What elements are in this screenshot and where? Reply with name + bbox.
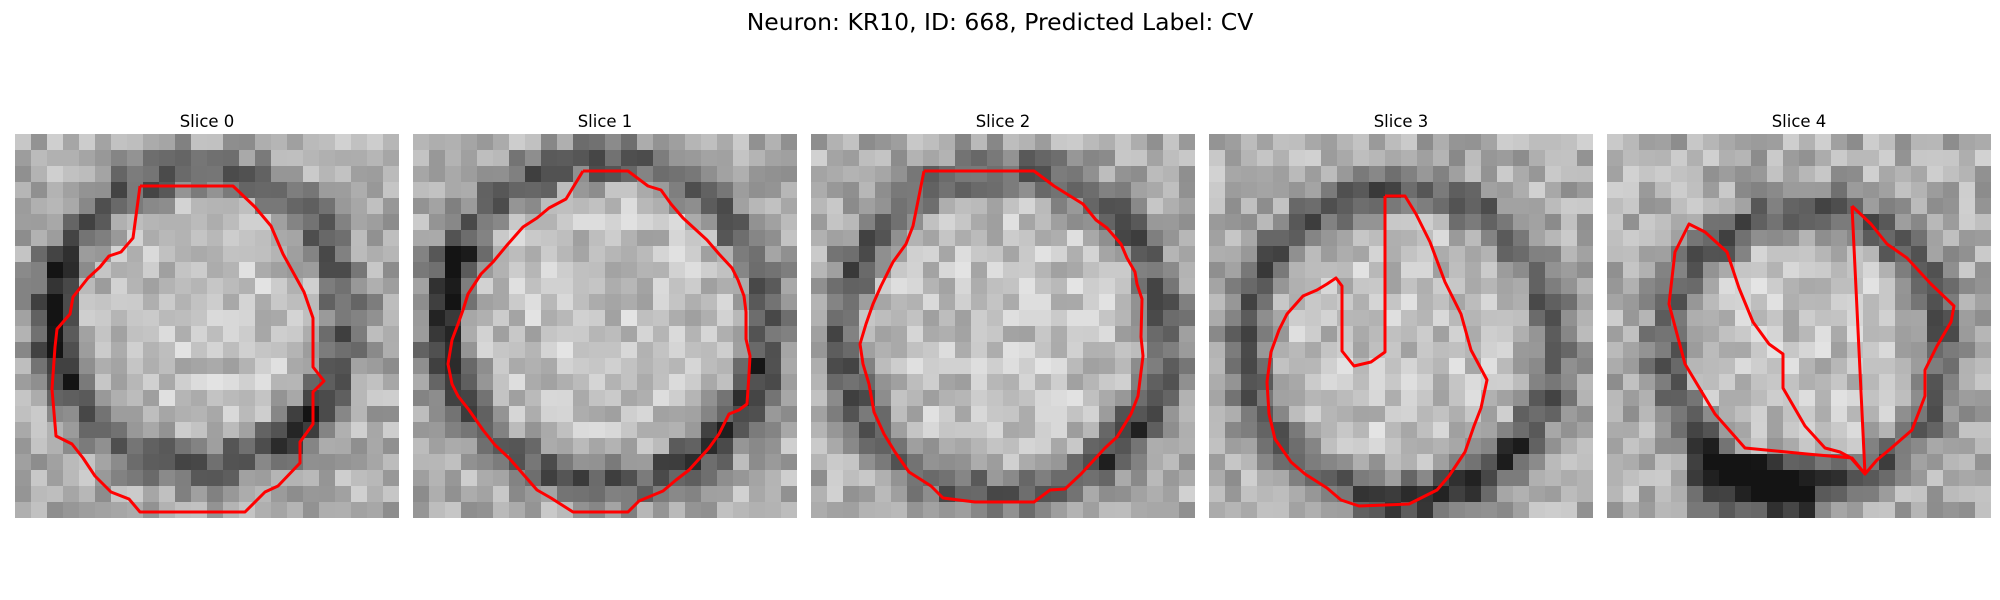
- slice-title: Slice 2: [975, 112, 1031, 131]
- grayscale-pixel-grid: [413, 134, 797, 518]
- slice-image-0: [15, 134, 399, 518]
- segmentation-contour: [446, 169, 752, 514]
- slice-image-3: [1209, 134, 1593, 518]
- slice-title: Slice 0: [179, 112, 235, 131]
- segmentation-contour: [50, 184, 326, 514]
- slice-image-1: [413, 134, 797, 518]
- slice-title: Slice 1: [577, 112, 633, 131]
- slice-image-4: [1607, 134, 1991, 518]
- slice-panel-2: Slice 2: [811, 110, 1195, 518]
- slice-title: Slice 3: [1373, 112, 1429, 131]
- figure-title: Neuron: KR10, ID: 668, Predicted Label: …: [746, 8, 1254, 36]
- slice-panel-3: Slice 3: [1209, 110, 1593, 518]
- slice-panel-4: Slice 4: [1607, 110, 1991, 518]
- segmentation-contour: [1667, 204, 1956, 476]
- grayscale-pixel-grid: [1607, 134, 1991, 518]
- slice-panel-0: Slice 0: [15, 110, 399, 518]
- slice-title: Slice 4: [1771, 112, 1827, 131]
- segmentation-contour: [858, 169, 1145, 504]
- slice-image-2: [811, 134, 1195, 518]
- grayscale-pixel-grid: [811, 134, 1195, 518]
- segmentation-contour: [1265, 194, 1489, 508]
- slice-panel-1: Slice 1: [413, 110, 797, 518]
- grayscale-pixel-grid: [15, 134, 399, 518]
- grayscale-pixel-grid: [1209, 134, 1593, 518]
